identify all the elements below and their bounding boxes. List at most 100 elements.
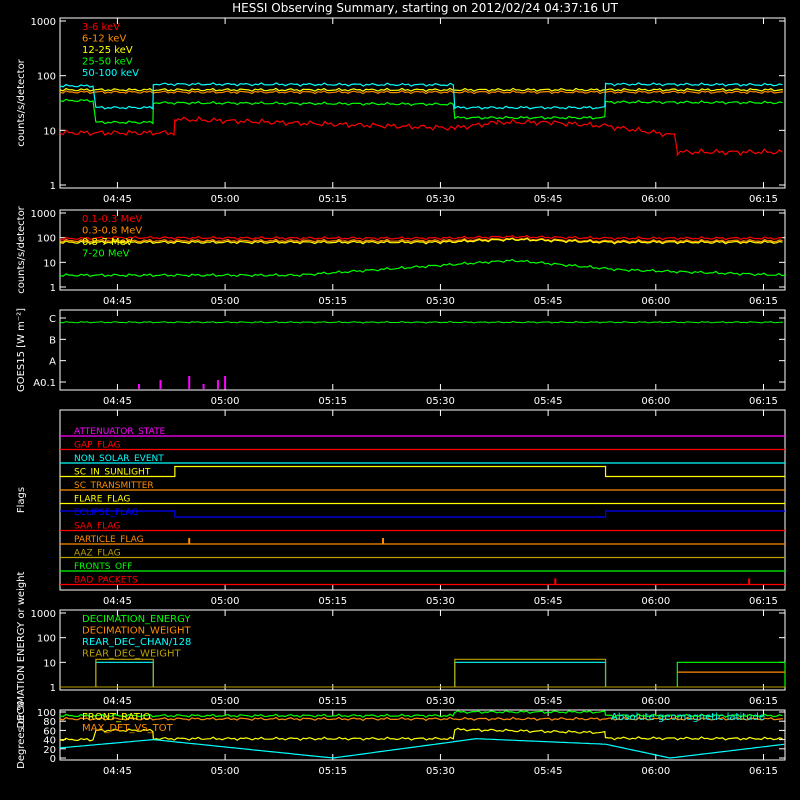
- x-tick-label: 05:15: [318, 194, 347, 205]
- x-tick-label: 05:00: [211, 766, 240, 777]
- y-tick-label: 1: [50, 683, 56, 694]
- x-tick-label: 06:00: [641, 696, 670, 707]
- y-tick-label: 1000: [31, 209, 56, 220]
- panel-frame: [59, 709, 786, 761]
- x-tick-label: 06:15: [749, 396, 778, 407]
- decimation-block: [95, 658, 154, 687]
- y-tick-label: 60: [43, 726, 56, 737]
- y-tick-label: A0.1: [33, 378, 56, 389]
- x-tick-label: 05:15: [318, 696, 347, 707]
- panel-decimation: 04:45 05:00 05:15 05:30 05:45 06:00 06:15 1 10 10…: [16, 571, 786, 728]
- panel-goes: 04:45 05:00 05:15 05:30 05:45 06:00 06:15 A0.1 A…: [16, 308, 786, 407]
- flag-label: SC_IN_SUNLIGHT: [74, 468, 151, 478]
- legend-entry: 12-25 keV: [82, 45, 133, 56]
- x-tick-label: 05:30: [426, 596, 455, 607]
- legend-entry: REAR_DEC_CHAN/128: [82, 637, 191, 648]
- y-tick-label: 100: [37, 634, 56, 645]
- flag-label: SC_TRANSMITTER: [74, 481, 154, 491]
- series-line: [59, 727, 783, 742]
- y-axis-label: DECIMATION ENERGY or weight: [16, 571, 27, 728]
- flag-label: NON_SOLAR_EVENT: [74, 454, 164, 464]
- x-tick-label: 04:45: [103, 296, 132, 307]
- x-tick-label: 06:00: [641, 596, 670, 607]
- y-axis-label: GOES15 [W m⁻²]: [16, 308, 27, 392]
- panel-frame: [59, 409, 786, 591]
- series-line: [59, 738, 785, 759]
- x-tick-label: 06:15: [749, 296, 778, 307]
- legend-entry: DECIMATION_WEIGHT: [82, 626, 191, 637]
- x-tick-label: 06:15: [749, 194, 778, 205]
- x-tick-label: 04:45: [103, 194, 132, 205]
- flag-line: [60, 510, 785, 518]
- y-axis-label: Flags: [16, 487, 27, 513]
- series-line: [59, 237, 783, 245]
- x-tick-label: 05:45: [534, 696, 563, 707]
- series-line: [59, 258, 785, 278]
- x-tick-label: 05:15: [318, 296, 347, 307]
- series-line: [59, 320, 784, 324]
- x-tick-label: 06:00: [641, 296, 670, 307]
- x-tick-label: 05:00: [211, 396, 240, 407]
- y-axis-label: counts/s/detector: [16, 205, 27, 293]
- y-tick-label: C: [49, 314, 56, 325]
- x-tick-label: 05:30: [426, 194, 455, 205]
- flag-label: GAP_FLAG: [74, 441, 120, 451]
- series-line: [59, 82, 783, 110]
- panel-frame: [59, 209, 786, 291]
- legend-entry: MAX_DET_VS_TOT: [82, 723, 174, 734]
- panel-flags: 04:45 05:00 05:15 05:30 05:45 06:00 06:15 Flags…: [16, 409, 786, 607]
- flag-label: FRONTS_OFF: [74, 562, 132, 572]
- x-tick-label: 05:45: [534, 766, 563, 777]
- flag-label: ATTENUATOR_STATE: [74, 427, 166, 437]
- decimation-block: [676, 661, 786, 687]
- y-tick-label: 10: [43, 126, 56, 137]
- legend-entry: 0.8-7 MeV: [82, 237, 133, 248]
- panel-frame: [59, 609, 786, 691]
- x-tick-label: 06:00: [641, 766, 670, 777]
- series-line: [59, 237, 783, 244]
- flag-label: AAZ_FLAG: [74, 549, 121, 559]
- y-tick-label: 80: [43, 717, 56, 728]
- y-tick-label: 10: [43, 658, 56, 669]
- legend-entry: 3-6 keV: [82, 22, 120, 33]
- y-tick-label: 100: [37, 234, 56, 245]
- y-tick-label: 1: [50, 283, 56, 294]
- x-tick-label: 05:00: [211, 296, 240, 307]
- y-tick-label: 1000: [31, 17, 56, 28]
- y-tick-label: 10: [43, 258, 56, 269]
- x-tick-label: 05:00: [211, 596, 240, 607]
- x-tick-label: 05:30: [426, 696, 455, 707]
- y-tick-label: 0: [50, 754, 56, 765]
- series-line: [59, 234, 783, 241]
- panel-gamma: 04:45 05:00 05:15 05:30 05:45 06:00 06:15 1 10 10…: [16, 205, 786, 307]
- y-tick-label: 100: [37, 708, 56, 719]
- y-tick-label: 40: [43, 736, 56, 747]
- x-tick-label: 05:30: [426, 296, 455, 307]
- x-tick-label: 05:00: [211, 696, 240, 707]
- x-tick-label: 04:45: [103, 596, 132, 607]
- x-tick-label: 05:45: [534, 194, 563, 205]
- series-line: [59, 710, 783, 718]
- panel-frame: [59, 309, 786, 391]
- x-tick-label: 05:30: [426, 396, 455, 407]
- y-tick-label: 1000: [31, 609, 56, 620]
- annotation: Absolute geomagnetic latitude: [611, 712, 765, 723]
- legend-entry: REAR_DEC_WEIGHT: [82, 649, 181, 660]
- flag-label: BAD_PACKETS: [74, 576, 138, 586]
- series-line: [59, 89, 784, 95]
- flag-label: FLARE_FLAG: [74, 495, 130, 505]
- panel-ratios: 04:45 05:00 05:15 05:30 05:45 06:00 06:15 02040…: [16, 701, 786, 777]
- x-tick-label: 06:15: [749, 766, 778, 777]
- chart-panels: 04:45 05:00 05:15 05:30 05:45 06:00 06:1511010…: [16, 17, 786, 777]
- y-tick-label: B: [49, 335, 56, 346]
- x-tick-label: 05:15: [318, 766, 347, 777]
- x-tick-label: 06:15: [749, 696, 778, 707]
- panel-xray-low: 04:45 05:00 05:15 05:30 05:45 06:00 06:15 1 10 10…: [16, 17, 786, 205]
- series-line: [59, 716, 784, 722]
- legend-entry: FRONT_RATIO: [82, 712, 151, 723]
- flag-label: ECLIPSE_FLAG: [74, 508, 138, 518]
- legend-entry: DECIMATION_ENERGY: [82, 614, 191, 625]
- x-tick-label: 05:30: [426, 766, 455, 777]
- y-tick-label: 20: [43, 745, 56, 756]
